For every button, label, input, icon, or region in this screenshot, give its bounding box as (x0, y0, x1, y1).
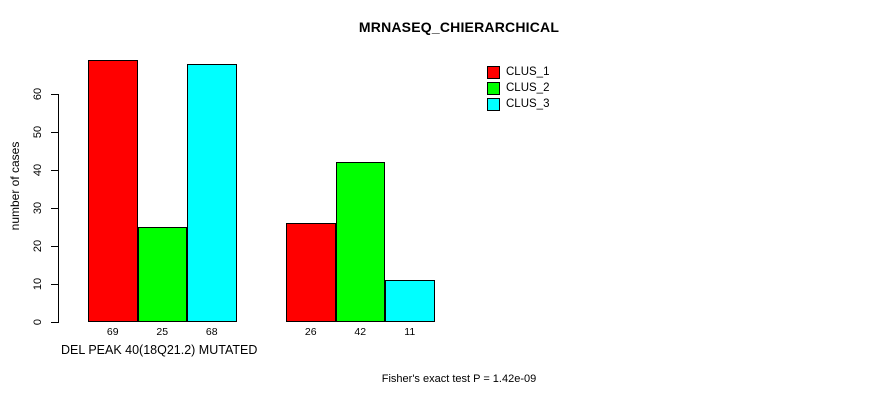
bar-clus_3-group2 (385, 280, 435, 322)
fisher-test-label: Fisher's exact test P = 1.42e-09 (381, 373, 537, 385)
legend-item: CLUS_1 (487, 64, 549, 80)
y-axis-tick (51, 208, 58, 209)
chart-title: MRNASEQ_CHIERARCHICAL (358, 19, 560, 35)
legend-label: CLUS_1 (506, 66, 550, 78)
bar-clus_2-group2 (335, 162, 385, 322)
bar-value-label: 26 (304, 326, 317, 338)
y-axis-tick (51, 284, 58, 285)
bar-value-label: 69 (106, 326, 119, 338)
legend-swatch-clus_3 (487, 97, 500, 111)
y-axis-tick (51, 170, 58, 171)
bar-value-label: 11 (404, 326, 416, 338)
bar-clus_2-group1 (137, 227, 187, 322)
bar-value-label: 68 (205, 326, 218, 338)
legend-swatch-clus_2 (487, 81, 500, 95)
bar-clus_1-group1 (88, 59, 138, 322)
legend-label: CLUS_2 (506, 82, 550, 94)
legend-item: CLUS_3 (487, 96, 549, 112)
y-axis-tick-label: 60 (32, 87, 44, 101)
y-axis-tick-label: 50 (32, 125, 44, 139)
y-axis-tick-label: 30 (32, 201, 44, 215)
y-axis-tick (51, 322, 58, 323)
y-axis-tick (51, 132, 58, 133)
bar-clus_1-group2 (286, 223, 336, 322)
legend-item: CLUS_2 (487, 80, 549, 96)
y-axis-tick (51, 94, 58, 95)
y-axis-tick-label: 40 (32, 163, 44, 177)
y-axis-tick-label: 0 (32, 318, 44, 326)
bar-value-label: 42 (354, 326, 367, 338)
x-axis-title: DEL PEAK 40(18Q21.2) MUTATED (61, 343, 258, 357)
y-axis-tick-label: 10 (32, 277, 44, 291)
legend-label: CLUS_3 (506, 98, 550, 110)
bar-value-label: 25 (156, 326, 169, 338)
bar-clus_3-group1 (187, 63, 237, 322)
y-axis-line (58, 94, 59, 323)
legend-swatch-clus_1 (487, 65, 500, 79)
y-axis-tick-label: 20 (32, 239, 44, 253)
legend: CLUS_1 CLUS_2 CLUS_3 (487, 64, 549, 112)
y-axis-tick (51, 246, 58, 247)
